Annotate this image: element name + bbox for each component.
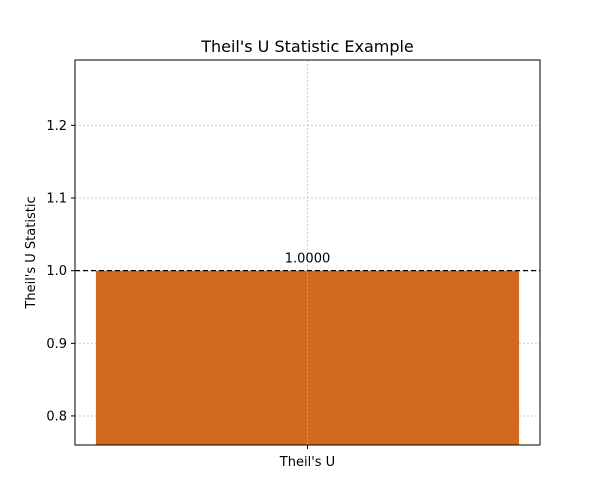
y-tick-label: 1.1 [46, 192, 67, 207]
y-tick-label: 0.8 [46, 409, 67, 424]
y-tick-label: 1.2 [46, 119, 67, 134]
bar-layer: 1.0000 [95, 252, 520, 445]
chart-title: Theil's U Statistic Example [200, 37, 414, 56]
x-tick-label: Theil's U [279, 455, 335, 470]
y-axis-label: Theil's U Statistic [24, 196, 39, 309]
tick-layer: 0.8 0.9 1.0 1.1 1.2 Theil's U [46, 119, 335, 470]
y-tick-label: 0.9 [46, 337, 67, 352]
bar-value-label: 1.0000 [285, 252, 331, 267]
y-tick-label: 1.0 [46, 264, 67, 279]
